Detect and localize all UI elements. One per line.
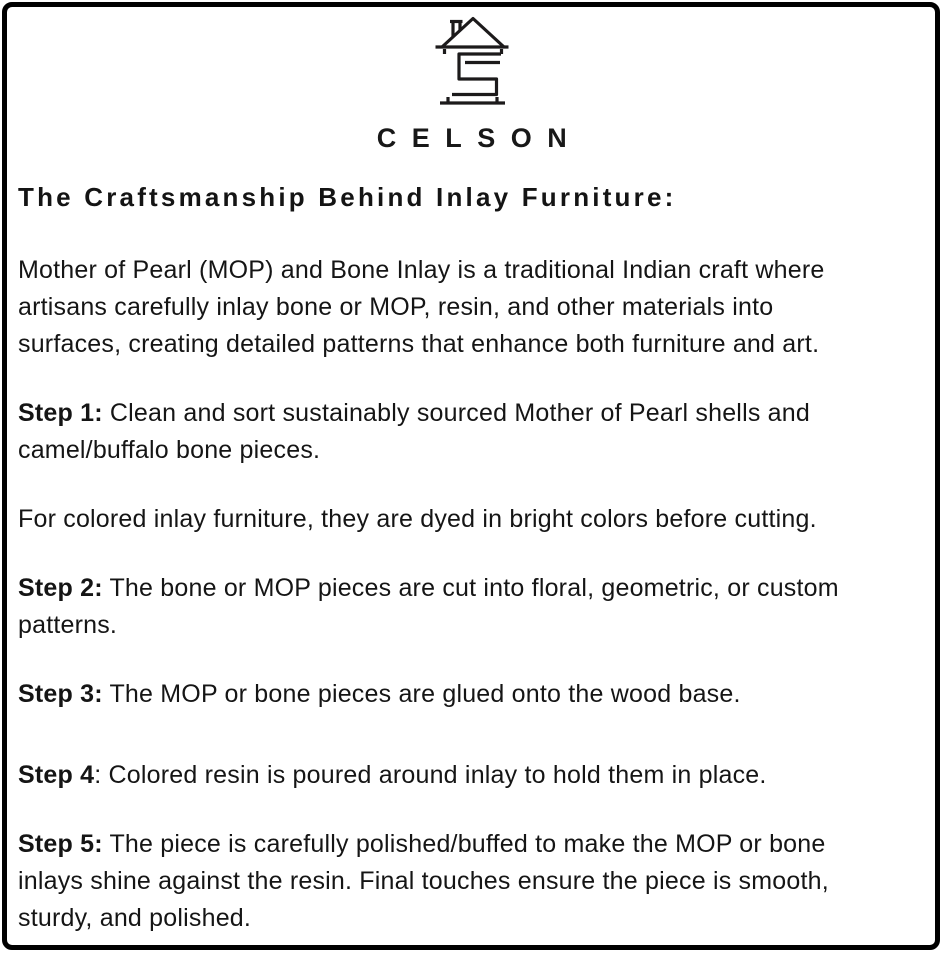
text-segment: Clean and sort sustainably sourced Mothe… [102,399,810,427]
brand-wordmark: CELSON [376,123,583,153]
text-segment: surfaces, creating detailed patterns tha… [18,330,820,358]
text-segment: The bone or MOP pieces are cut into flor… [102,574,839,602]
paragraph-step-2: Step 2: The bone or MOP pieces are cut i… [18,570,925,644]
celson-house-logo-icon [435,16,508,105]
text-segment: : Colored resin is poured around inlay t… [94,761,767,789]
step-label: Step 4 [18,761,95,789]
text-line: Mother of Pearl (MOP) and Bone Inlay is … [18,252,925,289]
paragraphs: Mother of Pearl (MOP) and Bone Inlay is … [18,252,925,937]
paragraph-step-3: Step 3: The MOP or bone pieces are glued… [18,676,925,713]
text-line: For colored inlay furniture, they are dy… [18,501,925,538]
paragraph-step-5: Step 5: The piece is carefully polished/… [18,826,925,937]
text-line: inlays shine against the resin. Final to… [18,863,925,900]
paragraph-step-1: Step 1: Clean and sort sustainably sourc… [18,395,925,469]
step-label: Step 1: [18,399,103,427]
text-line: surfaces, creating detailed patterns tha… [18,326,925,363]
text-line: camel/buffalo bone pieces. [18,432,925,469]
step-label: Step 5: [18,830,103,858]
text-line: Step 1: Clean and sort sustainably sourc… [18,395,925,432]
paragraph-step-4: Step 4: Colored resin is poured around i… [18,757,925,794]
text-segment: camel/buffalo bone pieces. [18,436,321,464]
step-label: Step 2: [18,574,103,602]
text-line: patterns. [18,607,925,644]
text-segment: The piece is carefully polished/buffed t… [102,830,826,858]
text-segment: Mother of Pearl (MOP) and Bone Inlay is … [18,256,825,284]
text-line: artisans carefully inlay bone or MOP, re… [18,289,925,326]
text-segment: The MOP or bone pieces are glued onto th… [102,680,741,708]
paragraph-dye-note: For colored inlay furniture, they are dy… [18,501,925,538]
text-segment: For colored inlay furniture, they are dy… [18,505,817,533]
page-title: The Craftsmanship Behind Inlay Furniture… [18,182,677,212]
text-line: Step 2: The bone or MOP pieces are cut i… [18,570,925,607]
text-segment: inlays shine against the resin. Final to… [18,867,829,895]
text-line: Step 4: Colored resin is poured around i… [18,757,925,794]
text-line: Step 3: The MOP or bone pieces are glued… [18,676,925,713]
text-segment: sturdy, and polished. [18,904,252,932]
step-label: Step 3: [18,680,103,708]
text-segment: artisans carefully inlay bone or MOP, re… [18,293,774,321]
text-line: sturdy, and polished. [18,900,925,937]
text-line: Step 5: The piece is carefully polished/… [18,826,925,863]
paragraph-intro: Mother of Pearl (MOP) and Bone Inlay is … [18,252,925,363]
text-segment: patterns. [18,611,118,639]
card-content: CELSON The Craftsmanship Behind Inlay Fu… [7,6,936,945]
